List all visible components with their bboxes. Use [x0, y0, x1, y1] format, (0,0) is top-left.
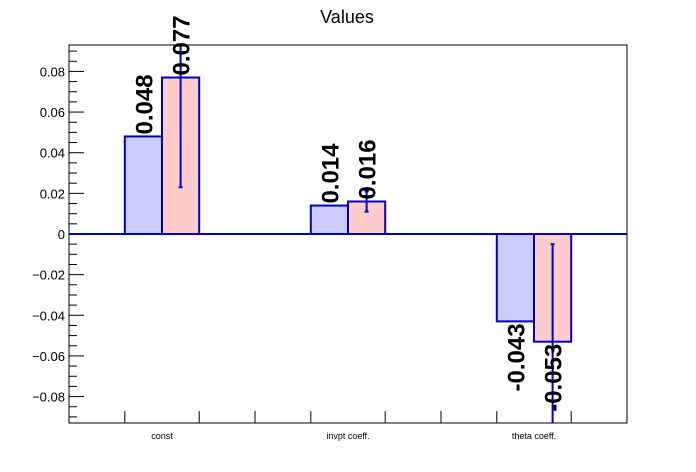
data-label: -0.043 — [503, 323, 530, 391]
bar — [495, 233, 535, 323]
bar — [123, 135, 164, 235]
data-label: 0.016 — [355, 139, 382, 199]
y-tick-label: −0.02 — [32, 268, 65, 283]
plot-area: −0.08 −0.06 −0.04 −0.02 0 0.02 0.04 0.06 0.08 con… — [32, 15, 628, 441]
y-tick-label: 0 — [58, 227, 65, 242]
x-category-label: invpt coeff. — [326, 431, 369, 441]
y-tick-label: −0.08 — [32, 390, 65, 405]
data-label: -0.053 — [541, 344, 568, 412]
x-category-label: theta coeff. — [512, 431, 556, 441]
y-tick-label: −0.06 — [32, 349, 65, 364]
data-label: 0.014 — [317, 143, 344, 204]
data-label: 0.077 — [169, 15, 196, 75]
y-tick-label: 0.04 — [40, 146, 65, 161]
data-label: 0.048 — [131, 74, 158, 134]
y-tick-label: 0.06 — [40, 105, 65, 120]
y-tick-label: −0.04 — [32, 308, 65, 323]
y-tick-label: 0.02 — [40, 186, 65, 201]
x-category-label: const — [151, 431, 173, 441]
bar — [309, 204, 349, 235]
chart-title: Values — [320, 7, 374, 27]
y-tick-label: 0.08 — [40, 64, 65, 79]
